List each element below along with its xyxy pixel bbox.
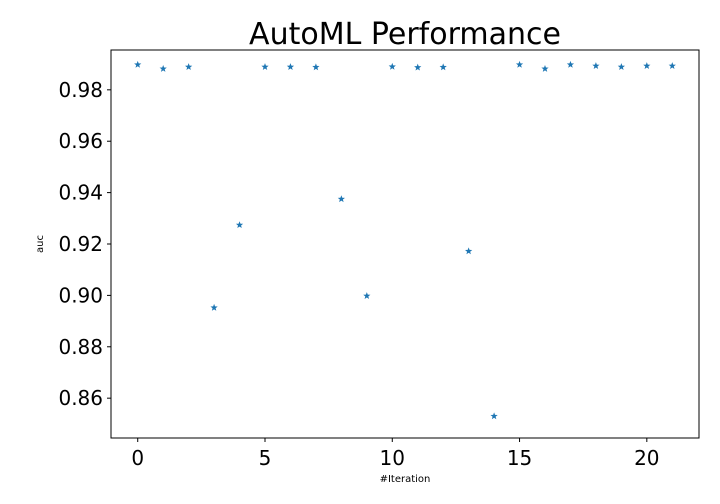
data-point <box>388 62 396 70</box>
data-point <box>643 62 651 70</box>
y-axis-label: auc <box>35 235 46 253</box>
data-point <box>159 64 167 72</box>
y-tick-label: 0.92 <box>58 232 103 256</box>
data-point <box>210 303 218 311</box>
data-point <box>490 412 498 420</box>
data-point <box>617 63 625 71</box>
data-point <box>286 63 295 71</box>
data-point <box>235 221 244 229</box>
data-point <box>592 62 600 70</box>
x-tick-label: 15 <box>507 446 532 470</box>
x-tick-label: 5 <box>259 446 272 470</box>
x-tick-label: 20 <box>634 446 659 470</box>
y-tick-label: 0.90 <box>58 283 103 307</box>
data-point <box>566 60 575 68</box>
data-point <box>134 60 142 68</box>
y-tick-label: 0.86 <box>58 386 103 410</box>
y-tick-label: 0.96 <box>58 129 103 153</box>
data-point <box>668 62 676 70</box>
y-tick-label: 0.98 <box>58 78 103 102</box>
data-point <box>261 63 269 71</box>
chart-title: AutoML Performance <box>249 17 561 52</box>
plot-area <box>110 49 700 439</box>
data-point <box>465 247 473 255</box>
data-point <box>515 60 524 68</box>
data-point <box>185 63 193 71</box>
data-points <box>134 60 676 420</box>
y-axis: 0.86 0.88 0.90 0.92 0.94 0.96 0.98 <box>58 78 111 410</box>
data-point <box>337 195 345 203</box>
x-tick-label: 0 <box>131 446 144 470</box>
x-tick-label: 10 <box>380 446 405 470</box>
y-tick-label: 0.94 <box>58 181 103 205</box>
data-point <box>312 63 320 71</box>
x-axis-label: #Iteration <box>380 474 431 485</box>
x-axis: 0 5 10 15 20 <box>131 438 660 470</box>
y-tick-label: 0.88 <box>58 335 103 359</box>
data-point <box>439 63 447 71</box>
data-point <box>363 292 371 299</box>
data-point <box>414 63 422 71</box>
data-point <box>541 64 549 72</box>
